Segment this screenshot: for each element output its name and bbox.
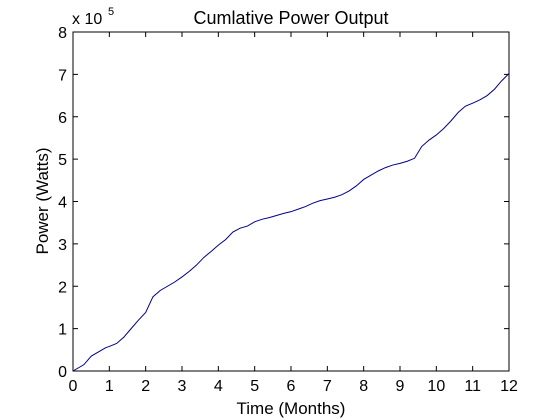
y-tick-label: 6 (58, 110, 67, 127)
y-multiplier-exponent: 5 (108, 6, 114, 18)
x-axis-label: Time (Months) (237, 399, 346, 418)
x-tick-label: 2 (141, 378, 150, 395)
x-tick-label: 1 (105, 378, 114, 395)
x-tick-label: 7 (323, 378, 332, 395)
chart-title: Cumlative Power Output (193, 8, 388, 28)
x-tick-label: 6 (287, 378, 296, 395)
y-axis-label: Power (Watts) (33, 147, 52, 254)
y-tick-label: 5 (58, 152, 67, 169)
y-tick-label: 3 (58, 237, 67, 254)
y-tick-label: 2 (58, 279, 67, 296)
x-tick-label: 0 (69, 378, 78, 395)
x-tick-label: 3 (178, 378, 187, 395)
y-tick-label: 4 (58, 195, 67, 212)
x-axis: 0 1 2 3 4 5 6 7 8 9 10 11 12 (69, 32, 518, 395)
x-tick-label: 12 (500, 378, 518, 395)
x-tick-label: 8 (359, 378, 368, 395)
x-tick-label: 4 (214, 378, 223, 395)
x-tick-label: 11 (464, 378, 481, 395)
y-tick-label: 1 (58, 322, 67, 339)
y-multiplier-label: x 10 (72, 11, 102, 28)
y-tick-label: 7 (58, 67, 67, 84)
x-tick-label: 5 (250, 378, 259, 395)
series-line (72, 73, 510, 372)
y-tick-label: 8 (58, 25, 67, 42)
plot-area (72, 31, 510, 372)
x-tick-label: 9 (396, 378, 405, 395)
x-tick-label: 10 (427, 378, 445, 395)
y-tick-label: 0 (58, 364, 67, 381)
